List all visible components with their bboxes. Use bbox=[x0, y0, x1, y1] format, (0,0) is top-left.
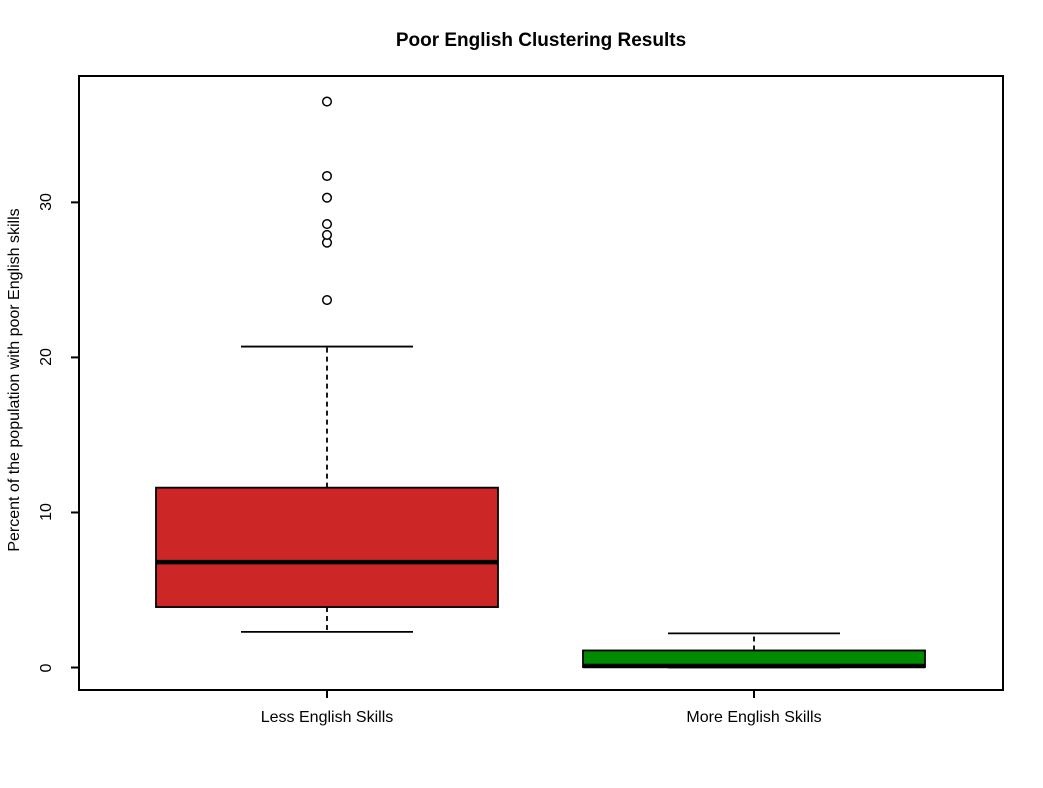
outlier-point bbox=[321, 229, 333, 240]
outlier-point bbox=[321, 96, 333, 107]
plot-frame bbox=[78, 75, 1004, 691]
x-category-label-less-english: Less English Skills bbox=[260, 709, 394, 726]
y-tick-label: 0 bbox=[38, 663, 55, 672]
chart-title: Poor English Clustering Results bbox=[395, 30, 687, 51]
y-tick-label: 20 bbox=[38, 348, 55, 367]
outlier-point bbox=[321, 219, 333, 230]
y-tick-label: 10 bbox=[38, 503, 55, 522]
iqr-box bbox=[155, 486, 499, 608]
outlier-point bbox=[321, 170, 333, 182]
outlier-point bbox=[321, 294, 333, 306]
outlier-point bbox=[321, 192, 333, 203]
x-category-label-more-english: More English Skills bbox=[686, 709, 822, 726]
y-tick-label: 30 bbox=[38, 193, 55, 212]
